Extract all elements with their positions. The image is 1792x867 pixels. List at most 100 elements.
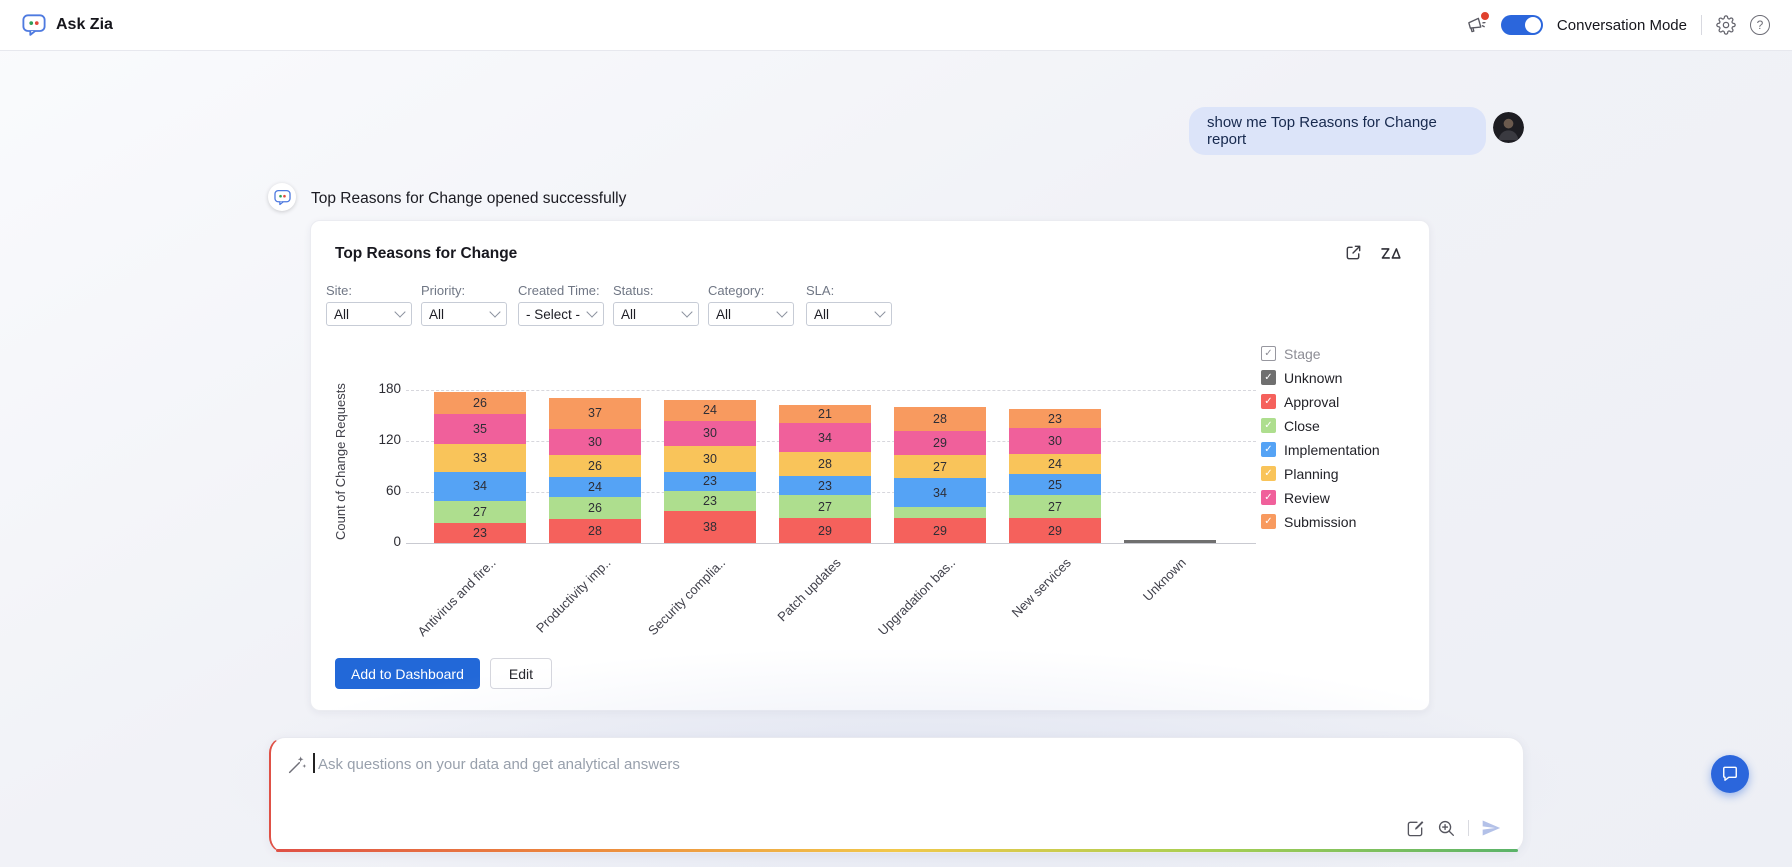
zoom-in-icon[interactable] bbox=[1437, 819, 1456, 838]
composer-actions bbox=[1406, 818, 1501, 838]
x-axis-label-patch-updates: Patch updates bbox=[774, 555, 844, 625]
legend-checkbox-submission[interactable]: ✓ bbox=[1261, 514, 1276, 529]
legend-item-close: ✓ Close bbox=[1261, 417, 1380, 434]
bar-unknown bbox=[1124, 539, 1216, 543]
filter-value-site: All bbox=[334, 306, 350, 322]
bar-segment-implementation[interactable]: 24 bbox=[549, 476, 641, 498]
chat-fab-button[interactable] bbox=[1711, 755, 1749, 793]
bar-segment-review[interactable]: 34 bbox=[779, 423, 871, 453]
add-to-dashboard-button[interactable]: Add to Dashboard bbox=[335, 658, 480, 689]
bar-segment-close[interactable] bbox=[894, 507, 986, 519]
bar-segment-implementation[interactable]: 34 bbox=[894, 478, 986, 508]
conversation-mode-toggle[interactable] bbox=[1500, 15, 1543, 35]
bar-segment-close[interactable]: 27 bbox=[434, 500, 526, 524]
composer-input[interactable]: Ask questions on your data and get analy… bbox=[269, 737, 1524, 853]
bar-segment-review[interactable]: 30 bbox=[664, 420, 756, 447]
x-axis-label-unknown: Unknown bbox=[1139, 555, 1189, 604]
chart-legend: ✓ Stage ✓ Unknown ✓ Approval ✓ Close ✓ Implementa… bbox=[1261, 345, 1380, 537]
bar-segment-planning[interactable]: 28 bbox=[779, 452, 871, 476]
bar-segment-planning[interactable]: 26 bbox=[549, 454, 641, 477]
legend-checkbox-implementation[interactable]: ✓ bbox=[1261, 442, 1276, 457]
bar-segment-approval[interactable]: 28 bbox=[549, 519, 641, 543]
legend-checkbox-close[interactable]: ✓ bbox=[1261, 418, 1276, 433]
chart-plot: 23 27 34 33 35 26 Antivirus and fire.. 28 26 24 26… bbox=[406, 381, 1256, 639]
bar-segment-submission[interactable]: 24 bbox=[664, 400, 756, 421]
bar-productivity-imp-: 28 26 24 26 30 37 bbox=[549, 397, 641, 543]
legend-checkbox-planning[interactable]: ✓ bbox=[1261, 466, 1276, 481]
filter-select-created-time[interactable]: - Select - bbox=[518, 302, 604, 326]
bar-segment-approval[interactable]: 29 bbox=[894, 518, 986, 543]
bar-segment-review[interactable]: 35 bbox=[434, 413, 526, 444]
bar-segment-close[interactable]: 23 bbox=[664, 491, 756, 511]
filter-select-site[interactable]: All bbox=[326, 302, 412, 326]
bar-segment-unknown[interactable] bbox=[1124, 539, 1216, 543]
composer-placeholder: Ask questions on your data and get analy… bbox=[318, 756, 680, 773]
bar-segment-implementation[interactable]: 25 bbox=[1009, 474, 1101, 496]
bar-segment-close[interactable]: 27 bbox=[779, 495, 871, 519]
bar-segment-implementation[interactable]: 23 bbox=[664, 471, 756, 492]
bar-segment-submission[interactable]: 37 bbox=[549, 397, 641, 430]
bar-segment-review[interactable]: 30 bbox=[1009, 428, 1101, 454]
bar-patch-updates: 29 27 23 28 34 21 bbox=[779, 405, 871, 543]
x-axis-label-productivity-imp-: Productivity imp.. bbox=[533, 555, 614, 636]
legend-label-submission: Submission bbox=[1284, 513, 1357, 530]
zia-bot-avatar bbox=[268, 183, 296, 211]
filter-label-status: Status: bbox=[613, 283, 654, 298]
user-message-text: show me Top Reasons for Change report bbox=[1207, 114, 1437, 148]
announcements-megaphone-icon[interactable] bbox=[1465, 10, 1491, 36]
compose-report-icon[interactable] bbox=[1406, 819, 1425, 838]
bar-antivirus-and-fire-: 23 27 34 33 35 26 bbox=[434, 391, 526, 543]
legend-checkbox-review[interactable]: ✓ bbox=[1261, 490, 1276, 505]
bar-segment-close[interactable]: 27 bbox=[1009, 495, 1101, 519]
bar-segment-close[interactable]: 26 bbox=[549, 497, 641, 520]
bar-segment-implementation[interactable]: 23 bbox=[779, 475, 871, 496]
filter-label-priority: Priority: bbox=[421, 283, 466, 298]
bar-segment-planning[interactable]: 27 bbox=[894, 455, 986, 479]
conversation-mode-label: Conversation Mode bbox=[1556, 16, 1687, 34]
filter-label-site: Site: bbox=[326, 283, 353, 298]
legend-item-submission: ✓ Submission bbox=[1261, 513, 1380, 530]
help-icon[interactable]: ? bbox=[1750, 15, 1770, 35]
bar-segment-approval[interactable]: 29 bbox=[779, 518, 871, 543]
bar-segment-approval[interactable]: 23 bbox=[434, 523, 526, 543]
open-in-new-icon[interactable] bbox=[1344, 243, 1363, 262]
legend-checkbox-approval[interactable]: ✓ bbox=[1261, 394, 1276, 409]
bar-segment-planning[interactable]: 33 bbox=[434, 443, 526, 472]
legend-item-planning: ✓ Planning bbox=[1261, 465, 1380, 482]
filter-value-created-time: - Select - bbox=[526, 306, 581, 322]
legend-checkbox-unknown[interactable]: ✓ bbox=[1261, 370, 1276, 385]
bar-segment-submission[interactable]: 21 bbox=[779, 405, 871, 424]
filter-select-sla[interactable]: All bbox=[806, 302, 892, 326]
bar-segment-planning[interactable]: 30 bbox=[664, 446, 756, 472]
legend-label-planning: Planning bbox=[1284, 465, 1339, 482]
x-axis-label-security-complia-: Security complia.. bbox=[645, 555, 729, 639]
text-caret bbox=[313, 753, 315, 773]
bar-segment-submission[interactable]: 23 bbox=[1009, 408, 1101, 429]
x-axis-label-new-services: New services bbox=[1008, 555, 1074, 621]
filter-select-category[interactable]: All bbox=[708, 302, 794, 326]
edit-button[interactable]: Edit bbox=[489, 658, 552, 689]
legend-item-approval: ✓ Approval bbox=[1261, 393, 1380, 410]
app-title: Ask Zia bbox=[56, 16, 113, 33]
bar-segment-submission[interactable]: 28 bbox=[894, 407, 986, 431]
bar-segment-approval[interactable]: 29 bbox=[1009, 518, 1101, 543]
settings-gear-icon[interactable] bbox=[1716, 15, 1736, 35]
bar-segment-implementation[interactable]: 34 bbox=[434, 471, 526, 501]
filter-select-status[interactable]: All bbox=[613, 302, 699, 326]
filter-sla: SLA: All bbox=[806, 283, 892, 326]
filter-select-priority[interactable]: All bbox=[421, 302, 507, 326]
zia-insights-icon[interactable] bbox=[1379, 244, 1403, 262]
bar-segment-approval[interactable]: 38 bbox=[664, 510, 756, 543]
bar-segment-review[interactable]: 30 bbox=[549, 429, 641, 455]
legend-stage-checkbox[interactable]: ✓ bbox=[1261, 346, 1276, 361]
send-icon[interactable] bbox=[1481, 818, 1501, 838]
bar-segment-submission[interactable]: 26 bbox=[434, 391, 526, 414]
bar-segment-review[interactable]: 29 bbox=[894, 430, 986, 456]
header-right: Conversation Mode ? bbox=[1465, 10, 1770, 36]
filter-site: Site: All bbox=[326, 283, 412, 326]
legend-label-unknown: Unknown bbox=[1284, 369, 1343, 386]
user-message-bubble: show me Top Reasons for Change report bbox=[1189, 107, 1486, 155]
x-axis-label-upgradation-bas-: Upgradation bas.. bbox=[875, 555, 959, 639]
bar-segment-planning[interactable]: 24 bbox=[1009, 453, 1101, 475]
